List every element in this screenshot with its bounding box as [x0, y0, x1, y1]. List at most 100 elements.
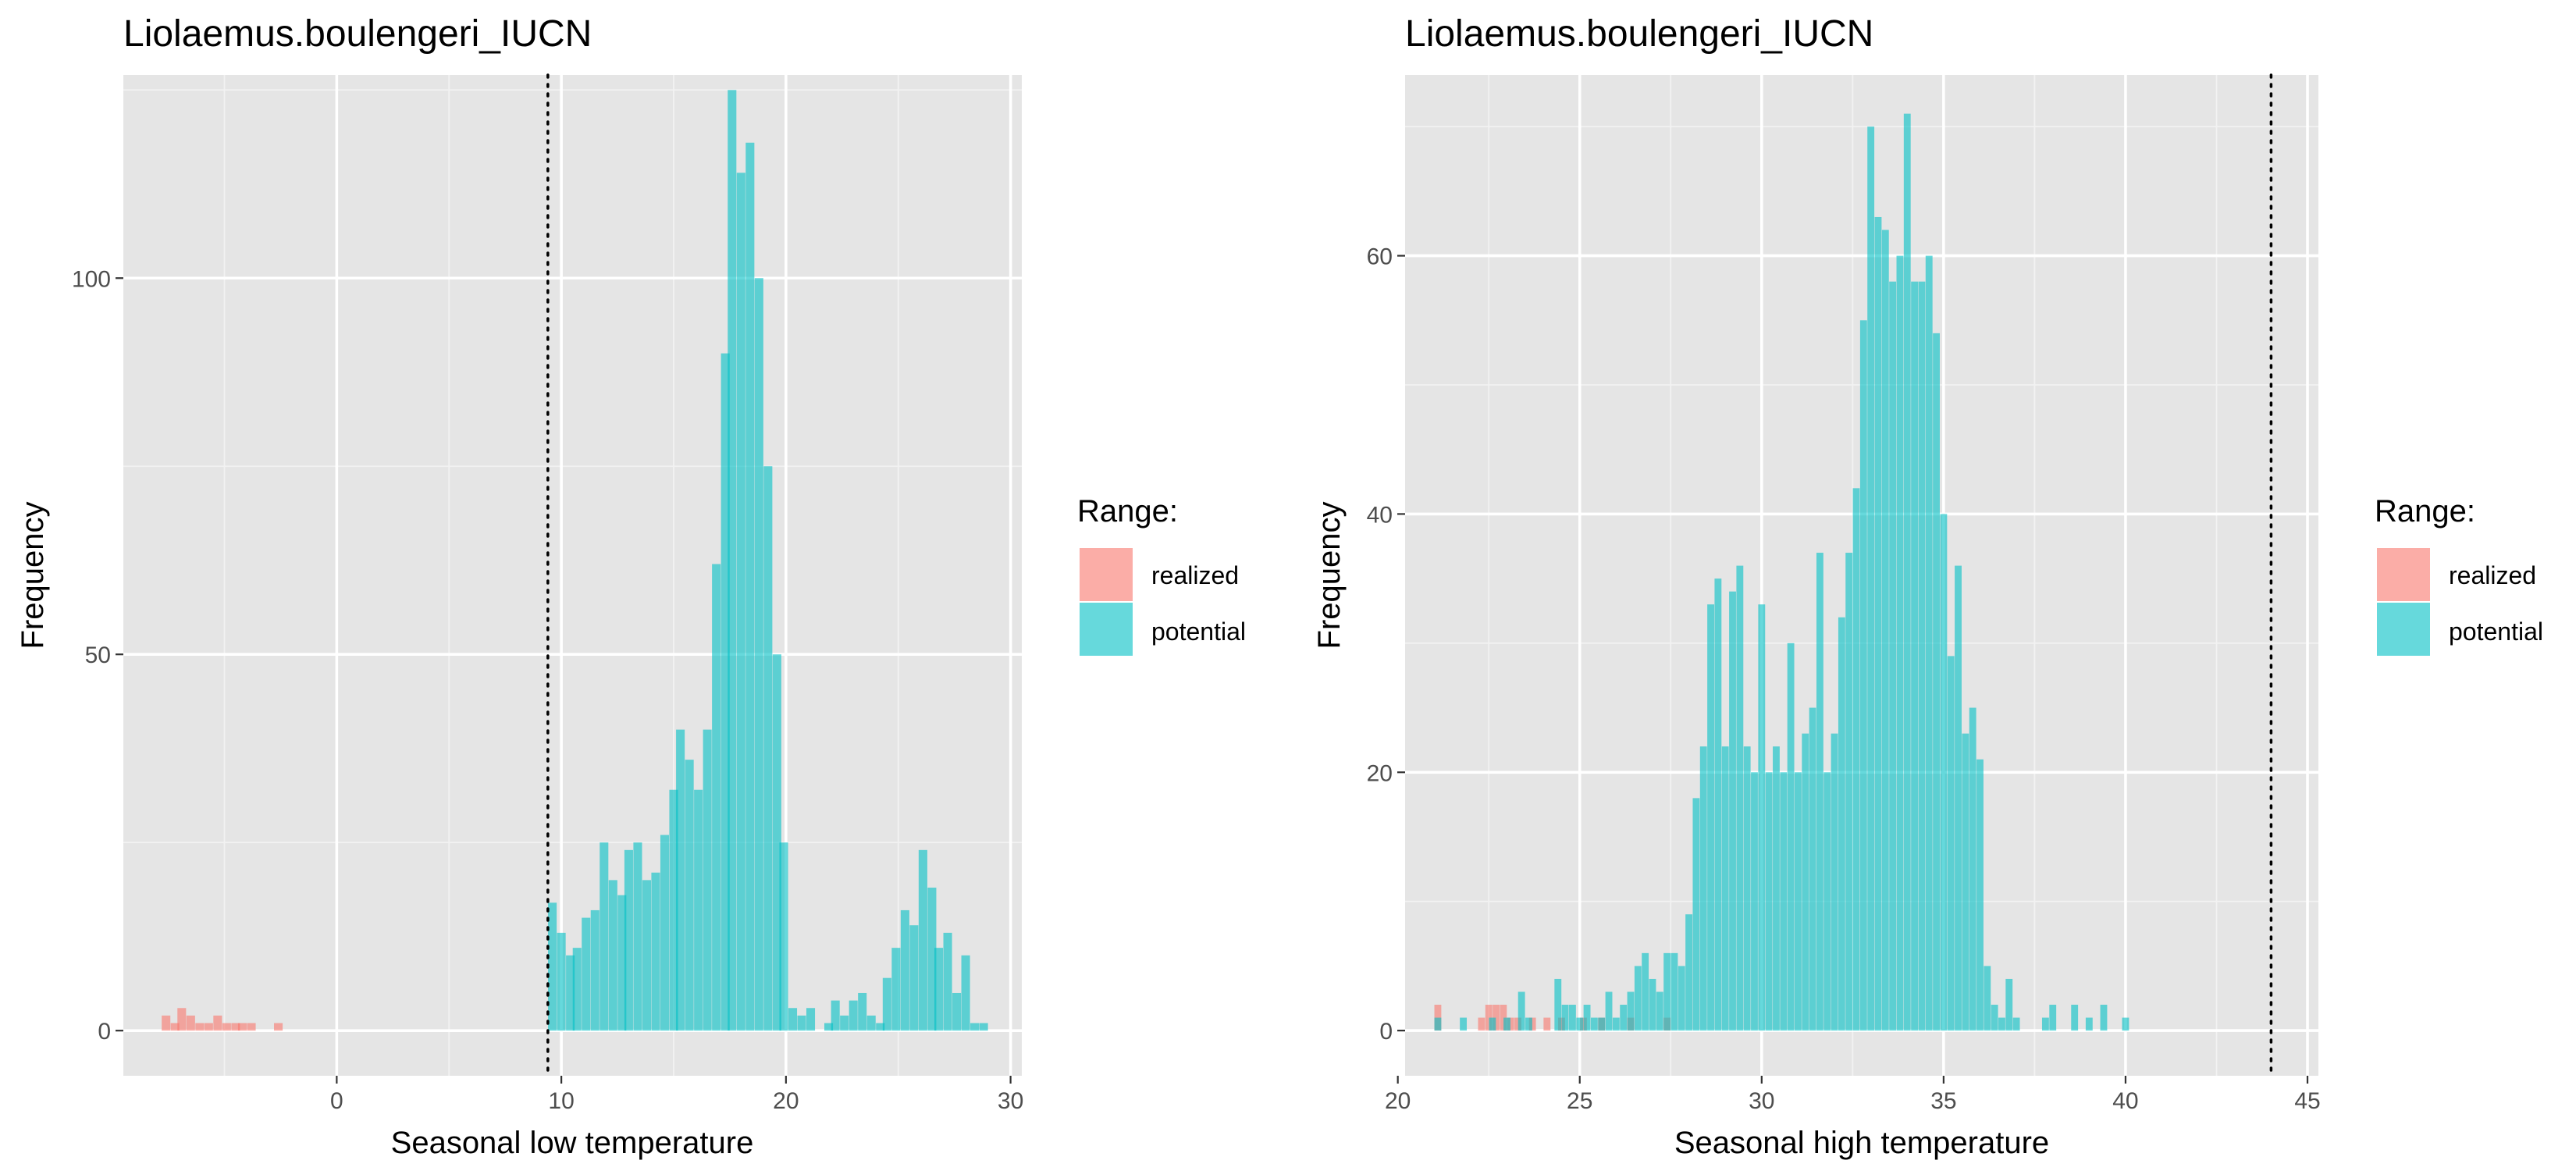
histogram-bar-potential — [763, 466, 773, 1031]
histogram-bar-potential — [1721, 746, 1729, 1031]
histogram-bar-potential — [772, 654, 781, 1031]
histogram-bar-potential — [2085, 1017, 2093, 1031]
histogram-bar-potential — [1816, 553, 1823, 1031]
axis-ticks-high: 20 25 30 35 40 45 0 20 40 60 — [1367, 244, 2321, 1114]
histogram-bar-potential — [590, 909, 600, 1031]
histogram-bar-potential — [2041, 1017, 2049, 1031]
histogram-bar-potential — [1889, 281, 1897, 1031]
histogram-bar-potential — [754, 278, 763, 1031]
grid-high — [1396, 75, 2318, 1076]
histogram-bar-potential — [1976, 759, 1984, 1031]
histogram-bar-potential — [858, 992, 867, 1031]
histogram-bar-potential — [633, 842, 642, 1031]
histogram-bar-potential — [1991, 1005, 1998, 1031]
histogram-bar-potential — [1554, 978, 1562, 1031]
histogram-bar-potential — [1649, 978, 1656, 1031]
histogram-bar-potential — [1933, 333, 1940, 1031]
histogram-bar-potential — [712, 564, 721, 1031]
histogram-bar-potential — [745, 142, 755, 1031]
histogram-bar-potential — [1831, 733, 1838, 1031]
histogram-bar-potential — [1576, 1017, 1584, 1031]
histogram-bar-potential — [1969, 707, 1976, 1031]
legend-title-low: Range: — [1077, 494, 1178, 529]
histogram-bar-potential — [1809, 707, 1816, 1031]
y-tick-label: 50 — [85, 642, 111, 668]
y-tick-label: 0 — [1379, 1019, 1393, 1045]
histogram-bar-realized — [1507, 1017, 1514, 1031]
histogram-bar-potential — [1940, 514, 1948, 1031]
histogram-bar-potential — [548, 902, 557, 1031]
histogram-bar-potential — [1561, 1005, 1569, 1031]
histogram-bar-potential — [1568, 1005, 1576, 1031]
histogram-bar-potential — [651, 872, 660, 1031]
histogram-bar-potential — [1670, 952, 1678, 1031]
histogram-bar-realized — [1500, 1005, 1507, 1031]
histogram-bar-potential — [849, 1000, 858, 1031]
histogram-bar-potential — [1656, 991, 1663, 1031]
histogram-bar-realized — [177, 1008, 187, 1031]
histogram-bar-potential — [642, 880, 651, 1031]
histogram-bar-potential — [831, 1000, 840, 1031]
histogram-bar-potential — [1583, 1005, 1591, 1031]
histogram-bar-realized — [162, 1015, 171, 1031]
histogram-bar-potential — [824, 1023, 834, 1031]
histogram-bar-realized — [247, 1023, 256, 1031]
histogram-bar-potential — [2122, 1017, 2129, 1031]
histogram-bar-potential — [617, 895, 627, 1031]
plot-title-high: Liolaemus.boulengeri_IUCN — [1405, 13, 1873, 55]
histogram-bar-realized — [195, 1023, 205, 1031]
histogram-bar-potential — [1911, 281, 1919, 1031]
x-tick-label: 45 — [2294, 1088, 2320, 1114]
histogram-bar-potential — [1758, 604, 1766, 1031]
histogram-bar-potential — [918, 849, 927, 1031]
histogram-bar-potential — [1838, 617, 1845, 1031]
histogram-bar-realized — [231, 1023, 240, 1031]
histogram-bar-potential — [1620, 1005, 1628, 1031]
histogram-bar-potential — [1489, 1017, 1496, 1031]
histogram-bar-potential — [1802, 733, 1809, 1031]
x-tick-label: 25 — [1567, 1088, 1592, 1114]
low-temperature-histogram: Liolaemus.boulengeri_IUCN 0 10 20 30050100 … — [16, 13, 1246, 1160]
y-tick-label: 40 — [1367, 502, 1393, 528]
histogram-bar-realized — [1514, 1017, 1521, 1031]
x-tick-label: 30 — [1749, 1088, 1774, 1114]
histogram-bar-potential — [1642, 952, 1649, 1031]
histogram-bar-potential — [720, 353, 730, 1031]
bars-high — [1434, 113, 2129, 1031]
histogram-bar-potential — [866, 1015, 876, 1031]
histogram-bar-realized — [186, 1015, 195, 1031]
histogram-bar-potential — [600, 842, 609, 1031]
histogram-bar-potential — [1605, 991, 1613, 1031]
legend-label-realized-high: realized — [2449, 561, 2536, 589]
histogram-bar-potential — [1434, 1017, 1442, 1031]
x-tick-label: 35 — [1930, 1088, 1956, 1114]
x-tick-label: 0 — [330, 1088, 343, 1114]
histogram-bar-potential — [979, 1023, 988, 1031]
histogram-bar-potential — [1714, 578, 1722, 1031]
histogram-bar-potential — [1699, 746, 1707, 1031]
histogram-bar-potential — [1896, 255, 1904, 1031]
histogram-bar-realized — [1543, 1017, 1551, 1031]
histogram-bar-potential — [703, 729, 712, 1031]
plot-panel-low — [123, 75, 1022, 1076]
plot-title-low: Liolaemus.boulengeri_IUCN — [123, 13, 592, 55]
histogram-bar-potential — [1903, 113, 1911, 1031]
histogram-bar-realized — [213, 1015, 222, 1031]
histogram-bar-potential — [970, 1023, 980, 1031]
x-tick-label: 30 — [998, 1088, 1023, 1114]
y-tick-label: 100 — [72, 266, 111, 292]
x-tick-label: 20 — [773, 1088, 799, 1114]
histogram-bar-potential — [669, 789, 678, 1031]
histogram-bar-potential — [1685, 914, 1693, 1031]
histogram-bar-potential — [728, 90, 737, 1031]
legend-title-high: Range: — [2375, 494, 2475, 529]
histogram-bar-potential — [1918, 281, 1926, 1031]
histogram-bar-realized — [1579, 1017, 1587, 1031]
histogram-bar-potential — [882, 977, 891, 1031]
histogram-bar-potential — [1707, 604, 1714, 1031]
histogram-bar-realized — [237, 1023, 247, 1031]
histogram-bar-potential — [582, 917, 591, 1031]
histogram-bar-potential — [660, 835, 670, 1031]
histogram-bar-potential — [2100, 1005, 2108, 1031]
histogram-bar-potential — [2049, 1005, 2057, 1031]
